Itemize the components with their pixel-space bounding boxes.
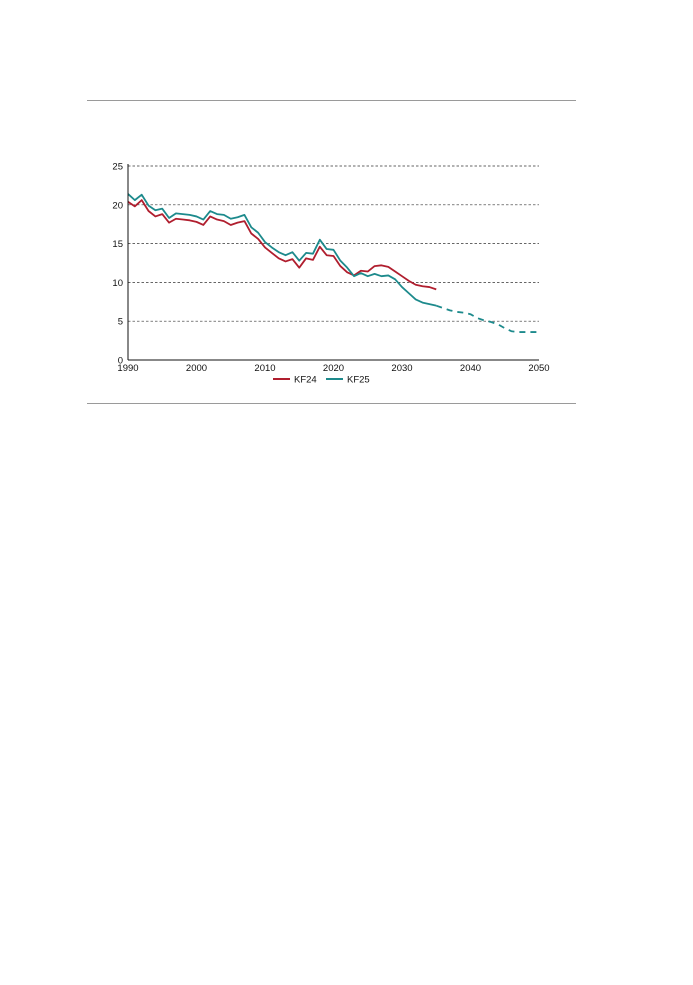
top-divider bbox=[87, 100, 576, 101]
x-tick-label: 2020 bbox=[323, 363, 344, 374]
x-tick-label: 2000 bbox=[186, 363, 207, 374]
y-tick-label: 5 bbox=[118, 317, 123, 328]
x-tick-label: 2040 bbox=[460, 363, 481, 374]
line-chart: 0 5 10 15 20 25 1990 2000 2010 2020 2030 2040 2050 K… bbox=[112, 162, 549, 386]
axis-layer: 0 5 10 15 20 25 1990 2000 2010 2020 2030 2040 2050 bbox=[112, 162, 549, 375]
series-layer bbox=[127, 193, 539, 333]
x-tick-label: 1990 bbox=[117, 363, 138, 374]
bottom-divider bbox=[87, 403, 576, 404]
legend-label-kf25: KF25 bbox=[347, 375, 370, 386]
series-line-kf25 bbox=[127, 193, 437, 307]
series-line-kf24 bbox=[127, 199, 437, 291]
legend-layer: KF24 KF25 bbox=[273, 375, 370, 386]
legend-label-kf24: KF24 bbox=[294, 375, 317, 386]
y-tick-label: 20 bbox=[112, 200, 123, 211]
series-line-kf25-projection bbox=[435, 304, 539, 333]
y-tick-label: 25 bbox=[112, 162, 123, 173]
y-tick-label: 0 bbox=[118, 356, 123, 367]
grid-layer bbox=[128, 165, 539, 322]
y-tick-label: 10 bbox=[112, 278, 123, 289]
x-tick-label: 2050 bbox=[528, 363, 549, 374]
y-tick-label: 15 bbox=[112, 239, 123, 250]
x-tick-label: 2030 bbox=[391, 363, 412, 374]
x-tick-label: 2010 bbox=[254, 363, 275, 374]
